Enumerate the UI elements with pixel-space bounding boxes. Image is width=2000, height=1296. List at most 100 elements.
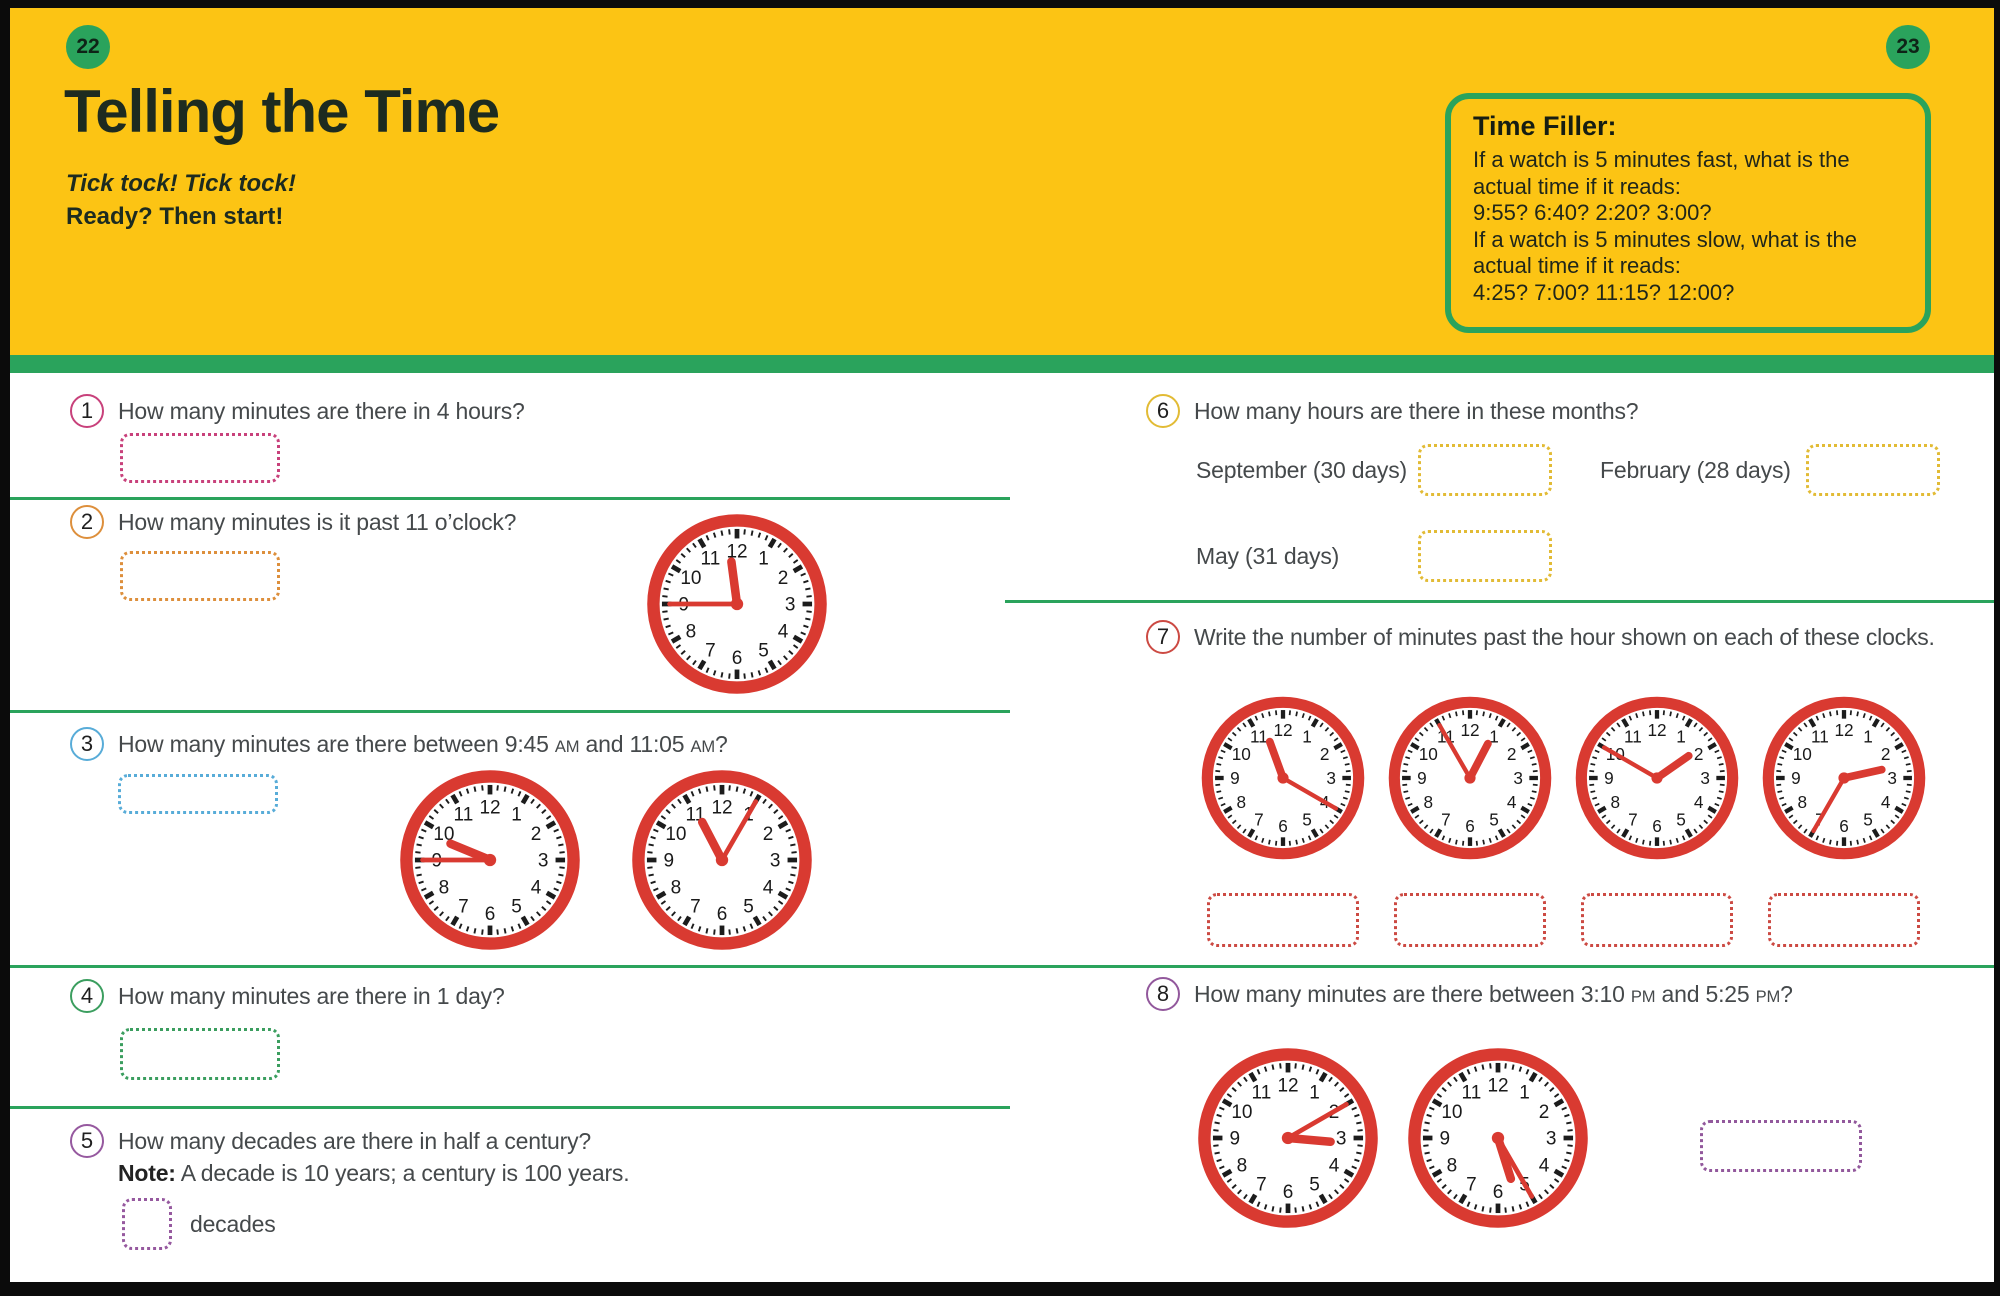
svg-text:7: 7: [1256, 1175, 1267, 1196]
question-6-answer-box-september[interactable]: [1418, 444, 1552, 496]
clock-5-25: 121234567891011: [1403, 1043, 1593, 1233]
svg-text:12: 12: [726, 541, 747, 562]
svg-text:9: 9: [1230, 768, 1240, 788]
svg-text:3: 3: [538, 851, 549, 872]
svg-text:4: 4: [531, 877, 542, 898]
svg-text:6: 6: [1465, 816, 1475, 836]
time-filler-title: Time Filler:: [1473, 111, 1617, 141]
svg-text:11: 11: [1624, 726, 1642, 746]
note-label: Note:: [118, 1160, 176, 1186]
svg-text:2: 2: [1539, 1102, 1550, 1123]
svg-text:8: 8: [1611, 792, 1621, 812]
meridiem-label: AM: [690, 737, 716, 756]
meridiem-label: PM: [1630, 987, 1656, 1006]
question-8-number-value: 8: [1156, 981, 1170, 1006]
svg-text:5: 5: [743, 897, 754, 918]
clock-9-45: 121234567891011: [395, 765, 585, 955]
svg-text:1: 1: [1302, 726, 1312, 746]
question-7-answer-box-4[interactable]: [1768, 893, 1920, 947]
svg-text:8: 8: [1237, 1155, 1248, 1176]
page-number-right: 23: [1886, 25, 1930, 69]
question-5-answer-box[interactable]: [122, 1198, 172, 1250]
clock-3-10: 121234567891011: [1193, 1043, 1383, 1233]
note-text: A decade is 10 years; a century is 100 y…: [175, 1160, 630, 1186]
svg-text:1: 1: [1863, 726, 1873, 746]
svg-text:4: 4: [1329, 1155, 1340, 1176]
question-5-unit-label: decades: [190, 1211, 276, 1237]
question-7-answer-box-3[interactable]: [1581, 893, 1733, 947]
svg-text:5: 5: [511, 897, 522, 918]
question-3-text-part: ?: [714, 731, 728, 757]
svg-text:1: 1: [1309, 1083, 1320, 1104]
clock-11-45: 121234567891011: [642, 509, 832, 699]
section-divider: [10, 497, 1010, 500]
svg-text:8: 8: [1424, 792, 1434, 812]
svg-text:1: 1: [511, 805, 522, 826]
question-4-answer-box[interactable]: [120, 1028, 280, 1080]
svg-text:12: 12: [711, 797, 732, 818]
svg-text:6: 6: [1493, 1182, 1504, 1203]
svg-text:1: 1: [1676, 726, 1686, 746]
page-number-right-value: 23: [1896, 35, 1920, 58]
tagline-line-2: Ready? Then start!: [66, 203, 284, 230]
svg-text:12: 12: [1834, 720, 1853, 740]
svg-text:6: 6: [1652, 816, 1662, 836]
question-5-number: 5: [70, 1124, 104, 1158]
question-7-answer-box-2[interactable]: [1394, 893, 1546, 947]
section-divider: [10, 710, 1010, 713]
svg-text:4: 4: [763, 877, 774, 898]
svg-text:9: 9: [664, 851, 675, 872]
svg-text:6: 6: [717, 904, 728, 925]
svg-text:9: 9: [1230, 1129, 1241, 1150]
svg-text:8: 8: [1237, 792, 1247, 812]
svg-text:12: 12: [1647, 720, 1666, 740]
svg-text:11: 11: [1462, 1083, 1482, 1104]
svg-text:12: 12: [1273, 720, 1292, 740]
question-6-answer-box-february[interactable]: [1806, 444, 1940, 496]
question-2-answer-box[interactable]: [120, 551, 280, 601]
question-3-answer-box[interactable]: [118, 774, 278, 814]
svg-text:9: 9: [1604, 768, 1614, 788]
time-filler-line: actual time if it reads:: [1473, 173, 1681, 199]
svg-text:5: 5: [1302, 810, 1312, 830]
question-6-answer-box-may[interactable]: [1418, 530, 1552, 582]
svg-text:9: 9: [1417, 768, 1427, 788]
question-8-text-part: and 5:25: [1655, 981, 1756, 1007]
question-1-number-value: 1: [80, 398, 94, 423]
svg-text:2: 2: [763, 824, 774, 845]
question-8-answer-box[interactable]: [1700, 1120, 1862, 1172]
question-1-text: How many minutes are there in 4 hours?: [118, 398, 525, 424]
clock-11-20: 121234567891011: [1197, 692, 1369, 864]
svg-text:4: 4: [1539, 1155, 1550, 1176]
svg-text:6: 6: [1839, 816, 1849, 836]
svg-text:4: 4: [778, 621, 789, 642]
page-number-left-value: 22: [76, 35, 100, 58]
svg-text:2: 2: [1881, 744, 1891, 764]
svg-text:3: 3: [770, 851, 781, 872]
svg-text:11: 11: [1811, 726, 1829, 746]
clock-12-55: 121234567891011: [1384, 692, 1556, 864]
time-filler-line: actual time if it reads:: [1473, 253, 1681, 278]
svg-text:8: 8: [439, 877, 450, 898]
svg-text:10: 10: [680, 568, 701, 589]
question-3-number-value: 3: [80, 731, 94, 756]
svg-text:2: 2: [1320, 744, 1330, 764]
question-2-number-value: 2: [80, 509, 94, 534]
svg-text:3: 3: [1336, 1129, 1347, 1150]
svg-text:3: 3: [785, 595, 796, 616]
page-title: Telling the Time: [64, 78, 500, 145]
time-filler-line: If a watch is 5 minutes fast, what is th…: [1473, 147, 1850, 172]
svg-text:3: 3: [1513, 768, 1523, 788]
svg-text:7: 7: [1628, 810, 1638, 830]
svg-text:3: 3: [1887, 768, 1897, 788]
question-1-answer-box[interactable]: [120, 433, 280, 483]
question-3-text: How many minutes are there between 9:45 …: [118, 727, 728, 764]
svg-text:7: 7: [690, 897, 701, 918]
svg-text:8: 8: [671, 877, 682, 898]
question-7-answer-box-1[interactable]: [1207, 893, 1359, 947]
svg-text:8: 8: [1798, 792, 1808, 812]
question-4-number-value: 4: [80, 983, 94, 1008]
svg-text:12: 12: [1487, 1075, 1508, 1096]
svg-text:8: 8: [686, 621, 697, 642]
svg-text:1: 1: [758, 549, 769, 570]
